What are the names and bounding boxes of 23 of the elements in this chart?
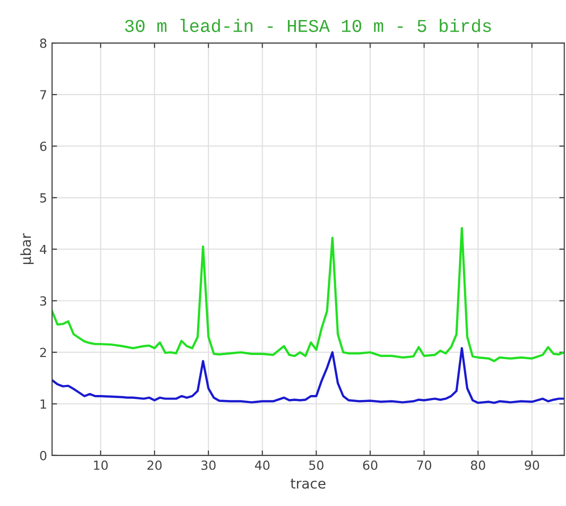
y-tick-label: 8 [40, 38, 46, 48]
y-tick-label: 2 [40, 348, 46, 358]
x-tick-label: 60 [363, 460, 378, 470]
x-tick-label: 10 [94, 460, 108, 470]
y-tick-label: 1 [40, 399, 46, 409]
y-tick-label: 0 [40, 450, 46, 460]
x-tick-label: 50 [309, 460, 324, 470]
x-tick-label: 80 [470, 460, 486, 470]
y-tick-label: 3 [40, 296, 46, 306]
x-tick-label: 70 [417, 460, 432, 470]
x-tick-label: 90 [524, 460, 540, 470]
x-tick-label: 20 [147, 460, 162, 470]
y-tick-label: 7 [40, 90, 46, 100]
chart-title: 30 m lead-in - HESA 10 m - 5 birds [125, 18, 491, 32]
x-tick-label: 40 [255, 460, 270, 470]
y-tick-label: 4 [40, 244, 47, 254]
y-axis-title: µbar [20, 233, 34, 264]
x-tick-label: 30 [201, 460, 216, 470]
y-tick-label: 6 [40, 142, 46, 152]
x-axis-title: trace [290, 478, 326, 489]
line-series [52, 347, 564, 404]
line-series [52, 226, 564, 362]
y-tick-label: 5 [40, 193, 46, 203]
